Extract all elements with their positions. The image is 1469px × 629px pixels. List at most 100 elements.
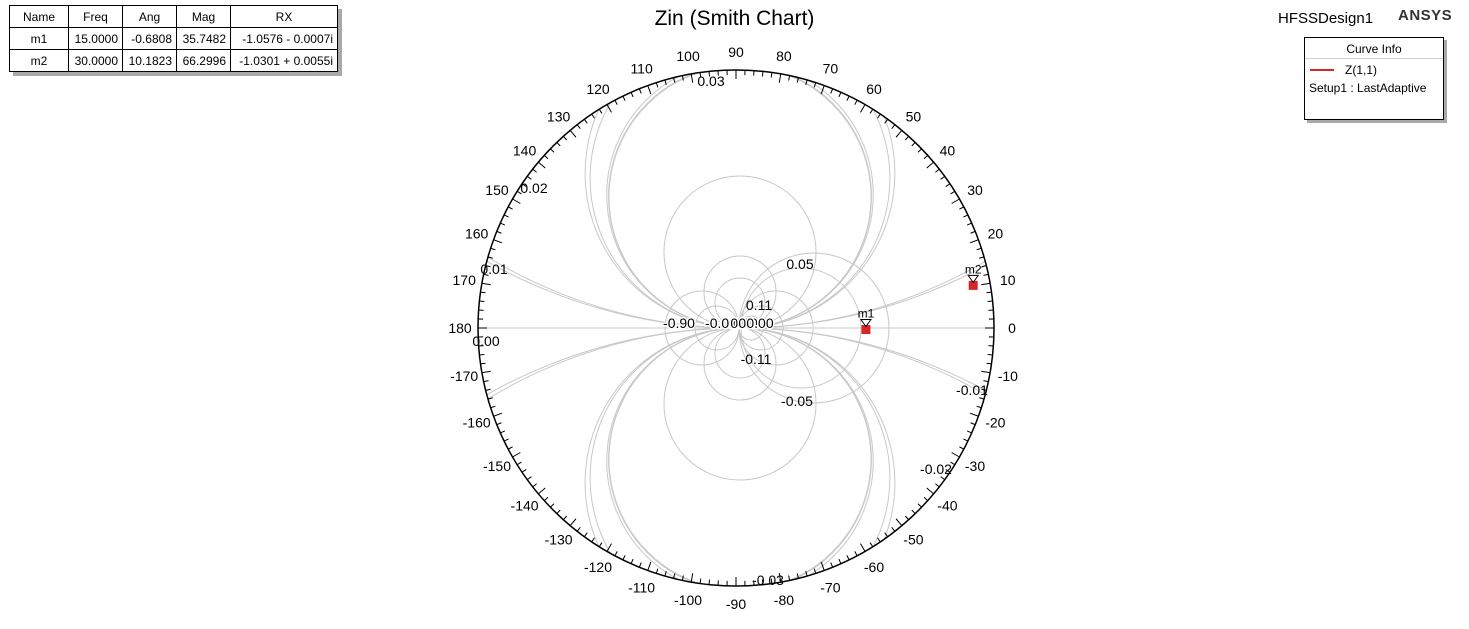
angle-tick xyxy=(895,130,903,138)
angle-tick-label: -70 xyxy=(820,579,840,595)
angle-tick xyxy=(521,183,527,187)
angle-tick-label: 160 xyxy=(465,226,489,242)
angle-tick xyxy=(860,104,866,113)
angle-tick xyxy=(813,82,817,88)
angle-tick xyxy=(926,161,934,169)
angle-tick xyxy=(550,148,555,153)
angle-tick xyxy=(708,579,711,585)
angle-tick xyxy=(860,543,866,552)
angle-tick-label: -30 xyxy=(965,458,985,474)
reactance-arc xyxy=(478,327,994,586)
table-row[interactable]: m2 30.0000 10.1823 66.2996 -1.0301 + 0.0… xyxy=(9,49,338,72)
angle-tick xyxy=(699,72,702,78)
marker-rx-cell: -1.0576 - 0.0007i xyxy=(230,27,338,50)
angle-scale xyxy=(478,70,994,586)
column-header-ang[interactable]: Ang xyxy=(122,5,177,28)
reactance-label: 0.00 xyxy=(472,333,499,349)
angle-tick xyxy=(966,430,972,434)
angle-tick xyxy=(981,265,987,268)
angle-tick xyxy=(911,509,916,514)
angle-tick-label: 60 xyxy=(866,81,882,97)
angle-tick-label: -110 xyxy=(628,579,655,595)
reactance-arc xyxy=(606,70,874,329)
column-header-mag[interactable]: Mag xyxy=(176,5,231,28)
reactance-label: 0.01 xyxy=(480,261,507,277)
column-header-rx[interactable]: RX xyxy=(230,5,338,28)
reactance-arc xyxy=(606,327,874,586)
angle-tick xyxy=(569,518,577,526)
angle-tick xyxy=(647,85,652,95)
angle-tick xyxy=(681,75,684,81)
angle-tick-label: -20 xyxy=(985,414,1005,430)
angle-tick xyxy=(487,397,493,400)
curve-info-legend[interactable]: Curve Info Z(1,1) Setup1 : LastAdaptive xyxy=(1304,37,1444,120)
angle-tick xyxy=(576,124,581,129)
angle-tick xyxy=(538,161,546,169)
angle-tick xyxy=(770,72,773,78)
resistance-label: -0.00 xyxy=(705,315,737,331)
angle-tick xyxy=(877,537,881,543)
angle-tick xyxy=(699,578,702,584)
column-header-name[interactable]: Name xyxy=(9,5,69,28)
angle-tick-label: 0 xyxy=(1008,320,1016,336)
angle-tick xyxy=(507,206,513,210)
marker-mag-cell: 66.2996 xyxy=(176,49,231,72)
angle-tick xyxy=(638,88,642,94)
angle-tick xyxy=(966,222,972,226)
angle-tick xyxy=(805,571,808,577)
angle-tick xyxy=(480,291,486,294)
reactance-label: -0.05 xyxy=(781,393,813,409)
angle-tick-label: 40 xyxy=(940,143,956,159)
angle-tick xyxy=(969,239,979,244)
angle-tick xyxy=(838,558,842,564)
angle-tick xyxy=(796,77,799,83)
table-row[interactable]: m1 15.0000 -0.6808 35.7482 -1.0576 - 0.0… xyxy=(9,27,338,50)
angle-tick xyxy=(583,118,588,124)
angle-tick xyxy=(550,503,555,508)
angle-tick xyxy=(481,370,491,374)
reactance-arc xyxy=(478,70,994,329)
angle-tick xyxy=(788,75,791,81)
angle-tick xyxy=(532,483,537,488)
column-header-freq[interactable]: Freq xyxy=(68,5,123,28)
angle-tick xyxy=(951,198,960,204)
marker-label: m2 xyxy=(965,262,982,276)
angle-tick xyxy=(538,487,546,495)
angle-tick xyxy=(622,95,626,101)
angle-tick xyxy=(606,543,612,552)
angle-tick-label: 180 xyxy=(448,320,472,336)
angle-tick xyxy=(884,118,889,124)
angle-tick xyxy=(507,446,513,450)
angle-tick xyxy=(761,579,764,585)
angle-tick xyxy=(923,496,929,502)
angle-tick xyxy=(986,362,992,365)
angle-tick xyxy=(940,175,946,180)
angle-tick xyxy=(877,113,881,119)
angle-tick xyxy=(503,214,509,218)
reactance-label: 0.03 xyxy=(697,73,724,89)
angle-tick xyxy=(526,175,532,180)
reactance-label: -0.03 xyxy=(752,572,784,588)
angle-tick xyxy=(591,537,595,543)
angle-tick xyxy=(598,542,603,548)
angle-tick xyxy=(945,469,951,473)
angle-tick xyxy=(673,77,676,83)
angle-tick xyxy=(480,362,486,365)
angle-tick xyxy=(854,551,858,557)
angle-tick xyxy=(950,190,956,195)
angle-tick xyxy=(904,515,910,521)
legend-line-swatch xyxy=(1310,69,1334,71)
angle-tick xyxy=(979,397,985,400)
angle-tick xyxy=(583,532,588,538)
angle-tick xyxy=(630,558,634,564)
angle-tick xyxy=(690,73,694,83)
angle-tick xyxy=(481,282,491,286)
marker-table[interactable]: Name Freq Ang Mag RX m1 15.0000 -0.6808 … xyxy=(9,5,338,72)
angle-tick xyxy=(630,92,634,98)
angle-tick-label: 30 xyxy=(967,182,983,198)
angle-tick-label: -50 xyxy=(903,531,923,547)
reactance-label: -0.11 xyxy=(741,351,772,367)
legend-entry[interactable]: Z(1,1) xyxy=(1305,63,1443,81)
angle-tick xyxy=(562,515,568,521)
marker-rx-cell: -1.0301 + 0.0055i xyxy=(230,49,338,72)
